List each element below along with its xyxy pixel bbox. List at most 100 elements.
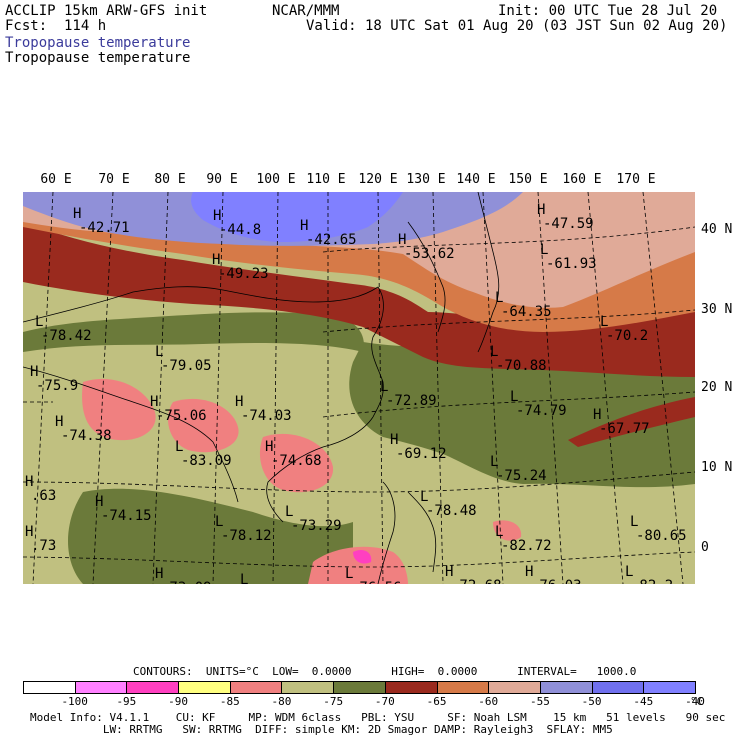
lon-label: 150 E [508, 172, 548, 187]
fill-patch-magenta [353, 550, 372, 564]
extremum-value: -49.23 [218, 266, 269, 282]
tropopause-temperature-map: H -42.71 H -44.8 H -42.65 H -49.23 H -53.62 H -47.5… [23, 192, 695, 584]
extremum-value: -76.56 [351, 580, 402, 584]
high-marker: H [235, 394, 243, 410]
coastlines [23, 192, 500, 584]
extremum-value: -76.03 [531, 578, 582, 584]
field-title-colored: Tropopause temperature [5, 35, 191, 51]
low-marker: L [215, 514, 223, 530]
init-time: Init: 00 UTC Tue 28 Jul 20 [498, 3, 718, 19]
low-marker: L [490, 454, 498, 470]
fill-band-dark-red-streak [568, 397, 695, 447]
colorbar-label: -45 [633, 695, 654, 708]
lat-label: 0 [701, 540, 709, 555]
low-marker: L [495, 524, 503, 540]
extremum-value: -74.38 [61, 428, 112, 444]
low-marker: L [625, 564, 633, 580]
low-marker: L [630, 514, 638, 530]
extremum-value: -74.79 [516, 403, 567, 419]
lon-label: 140 E [456, 172, 496, 187]
colorbar-cell [74, 681, 128, 694]
colorbar-unit: °C [690, 695, 704, 708]
fill-band-olive-dark-west [23, 312, 364, 352]
lon-label: 70 E [98, 172, 130, 187]
lon-label: 60 E [40, 172, 72, 187]
low-marker: L [345, 566, 353, 582]
fill-band-lavender-west [43, 192, 133, 212]
low-marker: L [175, 439, 183, 455]
high-marker: H [55, 414, 63, 430]
extremum-value: -70.88 [496, 358, 547, 374]
lon-label: 120 E [358, 172, 398, 187]
fill-patch-salmon [82, 378, 156, 441]
colorbar-cell [488, 681, 541, 694]
low-marker: L [510, 389, 518, 405]
lon-label: 130 E [406, 172, 446, 187]
fill-band-blue [191, 192, 403, 242]
extremum-value: -83.09 [181, 453, 232, 469]
fill-patch-salmon [259, 433, 334, 493]
field-title: Tropopause temperature [5, 50, 191, 66]
extremum-value: -72.68 [451, 578, 502, 584]
low-marker: L [540, 242, 548, 258]
low-marker: L [420, 489, 428, 505]
colorbar-cell [229, 681, 283, 694]
high-marker: H [398, 232, 406, 248]
extremum-value: .73 [31, 538, 56, 554]
high-marker: H [73, 206, 81, 222]
lat-label: 20 N [701, 380, 733, 395]
low-marker: L [380, 379, 388, 395]
forecast-hour: Fcst: 114 h [5, 18, 107, 34]
extremum-value: -78.42 [41, 328, 92, 344]
lat-label: 40 N [701, 222, 733, 237]
colorbar-cell [539, 681, 593, 694]
model-title: ACCLIP 15km ARW-GFS init [5, 3, 208, 19]
extremum-value: -82.72 [501, 538, 552, 554]
lon-label: 170 E [616, 172, 656, 187]
extremum-value: -70.2 [606, 328, 648, 344]
colorbar-label: -55 [529, 695, 550, 708]
high-marker: H [30, 364, 38, 380]
colorbar-label: -95 [116, 695, 137, 708]
extrema-labels: H-42.71H-44.8 H-42.65H-49.23H-53.62H-47.5… [25, 202, 687, 584]
low-marker: L [600, 314, 608, 330]
lon-label: 100 E [256, 172, 296, 187]
valid-time: Valid: 18 UTC Sat 01 Aug 20 (03 JST Sun … [306, 18, 728, 34]
extremum-value: -75.06 [156, 408, 207, 424]
extremum-value: -64.35 [501, 304, 552, 320]
high-marker: H [213, 208, 221, 224]
lon-label: 110 E [306, 172, 346, 187]
colorbar-cell [436, 681, 490, 694]
extremum-value: .63 [31, 488, 56, 504]
colorbar-label: -75 [323, 695, 344, 708]
extremum-value: -78.12 [221, 528, 272, 544]
model-info-line1: Model Info: V4.1.1 CU: KF MP: WDM 6class… [30, 711, 726, 724]
extremum-value: -72.89 [386, 393, 437, 409]
colorbar-label: -70 [374, 695, 395, 708]
colorbar-cell [281, 681, 335, 694]
colorbar-label: -50 [581, 695, 602, 708]
colorbar-label: -85 [219, 695, 240, 708]
contours-info: CONTOURS: UNITS=°C LOW= 0.0000 HIGH= 0.0… [133, 665, 637, 678]
lon-label: 160 E [562, 172, 602, 187]
lon-label: 90 E [206, 172, 238, 187]
colorbar-cell [23, 681, 76, 694]
fill-patch-salmon [168, 398, 239, 453]
producer-label: NCAR/MMM [272, 3, 340, 19]
extremum-value: -78.48 [426, 503, 477, 519]
high-marker: H [150, 394, 158, 410]
high-marker: H [25, 524, 33, 540]
high-marker: H [593, 407, 601, 423]
extremum-value: -82.2 [631, 578, 673, 584]
high-marker: H [95, 494, 103, 510]
colorbar-label: -80 [271, 695, 292, 708]
colorbar-label: -40 [685, 695, 705, 708]
low-marker: L [495, 290, 503, 306]
extremum-value: -74.15 [101, 508, 152, 524]
extremum-value: -73.29 [291, 518, 342, 534]
extremum-value: -79.05 [161, 358, 212, 374]
high-marker: H [537, 202, 545, 218]
high-marker: H [300, 218, 308, 234]
colorbar-cell [333, 681, 386, 694]
extremum-value: -80.65 [636, 528, 687, 544]
